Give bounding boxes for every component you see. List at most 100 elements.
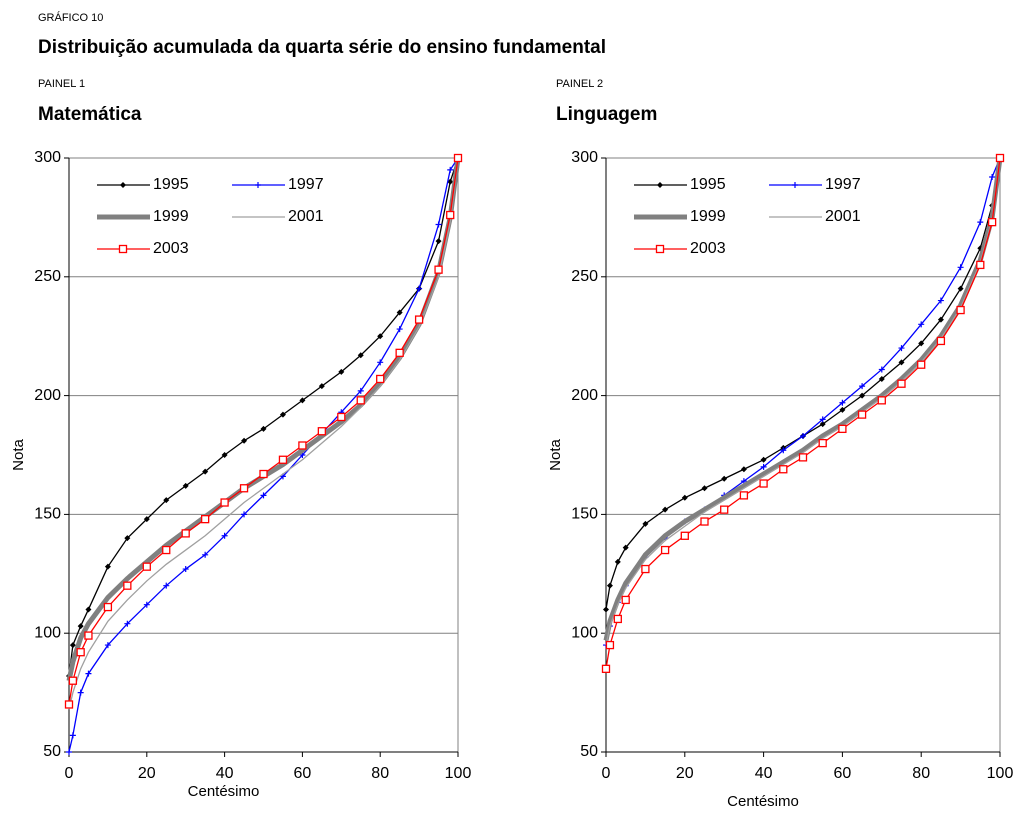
y-tick-label: 150 [34, 506, 61, 523]
marker [66, 749, 72, 755]
marker [614, 558, 621, 565]
marker [660, 545, 670, 555]
marker [642, 520, 649, 527]
marker [819, 416, 826, 423]
y-tick-label: 100 [34, 624, 61, 641]
marker [800, 432, 806, 439]
marker [897, 379, 906, 388]
marker [163, 582, 170, 589]
marker [680, 531, 689, 540]
marker [435, 238, 442, 245]
marker [936, 336, 946, 346]
y-tick-label: 50 [580, 743, 598, 760]
series-line [68, 157, 459, 677]
marker [202, 551, 209, 558]
marker [606, 582, 613, 589]
y-tick-label: 200 [34, 387, 61, 404]
marker [200, 515, 210, 524]
series-line [68, 157, 459, 705]
marker [937, 297, 944, 304]
y-tick-label: 150 [571, 506, 598, 523]
panel-label: PAINEL 2 [556, 78, 603, 90]
marker [720, 505, 729, 514]
x-tick-label: 40 [216, 765, 234, 782]
marker [376, 374, 385, 384]
legend-label: 2003 [153, 240, 189, 257]
marker [221, 532, 228, 539]
marker [976, 260, 985, 270]
marker [759, 479, 768, 488]
legend-marker [255, 182, 261, 188]
marker [918, 321, 925, 328]
series-line [605, 157, 1001, 646]
marker [839, 399, 846, 406]
legend-label: 1997 [825, 176, 861, 193]
plot-area [68, 157, 459, 753]
marker [605, 640, 615, 650]
marker [819, 421, 826, 428]
marker [77, 623, 84, 630]
figure-title: Distribuição acumulada da quarta série d… [38, 37, 606, 58]
marker [337, 412, 346, 422]
marker [957, 264, 964, 271]
marker [447, 166, 454, 173]
marker [202, 468, 209, 475]
marker [356, 396, 365, 405]
marker [182, 566, 189, 573]
panel-title: Linguagem [556, 104, 657, 125]
marker [162, 545, 171, 555]
legend-marker [120, 182, 126, 188]
marker [416, 285, 423, 292]
marker [995, 153, 1005, 163]
marker [260, 492, 267, 499]
y-axis-label: Nota [10, 439, 27, 471]
marker [69, 642, 76, 649]
series-line [68, 157, 459, 753]
marker [377, 333, 384, 340]
x-tick-label: 20 [138, 765, 156, 782]
marker [839, 406, 846, 413]
x-tick-label: 40 [755, 765, 773, 782]
marker [613, 614, 622, 624]
x-tick-label: 0 [65, 765, 74, 782]
marker [299, 397, 306, 404]
figure-label: GRÁFICO 10 [38, 11, 103, 24]
marker [239, 484, 249, 493]
marker [278, 455, 288, 464]
x-tick-label: 80 [371, 765, 389, 782]
marker [937, 316, 944, 323]
marker [76, 648, 85, 657]
marker [64, 700, 74, 709]
marker [721, 475, 728, 482]
marker [918, 340, 925, 347]
marker [453, 153, 463, 163]
marker [221, 452, 228, 458]
marker [739, 491, 749, 500]
marker [987, 218, 997, 227]
marker [957, 285, 964, 292]
x-tick-label: 80 [912, 765, 930, 782]
legend-label: 1999 [153, 208, 189, 225]
x-axis-label: Centésimo [188, 783, 260, 800]
marker [898, 345, 905, 352]
legend-label: 2001 [825, 208, 861, 225]
marker [779, 465, 788, 474]
marker [877, 396, 886, 405]
marker [641, 564, 650, 574]
legend-label: 1995 [690, 176, 726, 193]
marker [878, 375, 885, 382]
marker [104, 642, 111, 649]
marker [318, 383, 325, 390]
marker [798, 453, 808, 462]
series-line [605, 157, 1001, 646]
marker [898, 359, 905, 366]
x-tick-label: 100 [987, 765, 1014, 782]
x-tick-label: 20 [676, 765, 694, 782]
marker [414, 315, 424, 324]
y-tick-label: 50 [43, 743, 61, 760]
marker [878, 366, 885, 373]
marker [181, 529, 190, 538]
marker [446, 210, 455, 220]
x-tick-label: 0 [602, 765, 611, 782]
marker [681, 494, 688, 501]
